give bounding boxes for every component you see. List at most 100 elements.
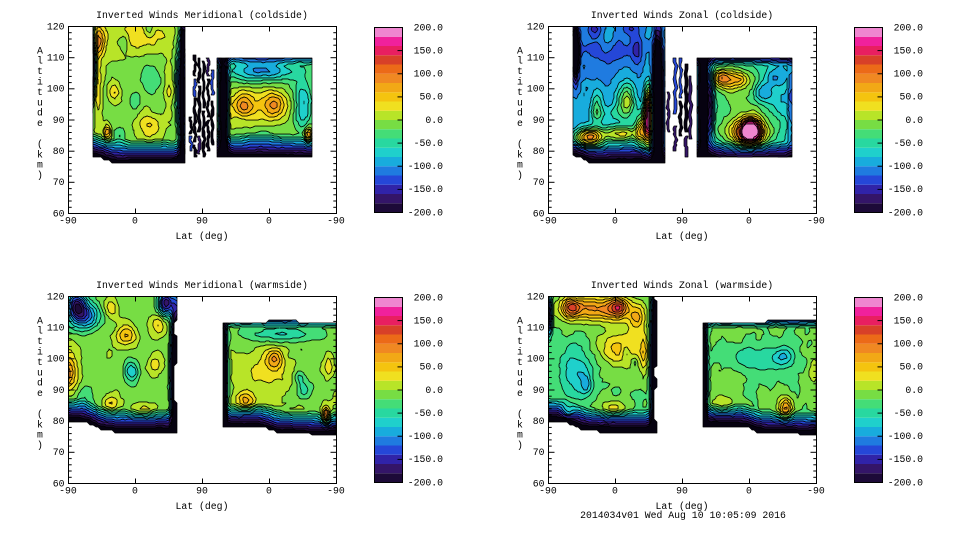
svg-text:Lat (deg): Lat (deg) — [656, 501, 709, 512]
svg-text:(: ( — [517, 139, 523, 150]
svg-text:200.0: 200.0 — [894, 292, 924, 303]
svg-text:t: t — [37, 336, 43, 347]
svg-text:k: k — [517, 419, 523, 430]
svg-text:t: t — [517, 357, 523, 368]
svg-text:200.0: 200.0 — [894, 22, 924, 33]
svg-text:0.0: 0.0 — [905, 385, 923, 396]
svg-text:u: u — [37, 97, 43, 108]
svg-text:100.0: 100.0 — [894, 339, 924, 350]
svg-text:80: 80 — [533, 146, 545, 157]
svg-text:t: t — [517, 66, 523, 77]
svg-text:80: 80 — [533, 416, 545, 427]
svg-text:0: 0 — [612, 216, 618, 227]
svg-text:120: 120 — [47, 21, 65, 32]
svg-text:-90: -90 — [539, 216, 557, 227]
svg-text:90: 90 — [196, 216, 208, 227]
svg-text:90: 90 — [533, 115, 545, 126]
svg-text:90: 90 — [676, 216, 688, 227]
svg-text:Inverted Winds Zonal (coldside: Inverted Winds Zonal (coldside) — [591, 10, 773, 21]
svg-text:-90: -90 — [59, 486, 77, 497]
svg-text:50.0: 50.0 — [419, 362, 443, 373]
svg-text:-100.0: -100.0 — [408, 161, 443, 172]
svg-text:0.0: 0.0 — [905, 115, 923, 126]
svg-text:60: 60 — [53, 208, 65, 219]
svg-text:u: u — [517, 97, 523, 108]
svg-text:70: 70 — [53, 447, 65, 458]
svg-text:120: 120 — [527, 21, 545, 32]
svg-text:100: 100 — [47, 354, 65, 365]
svg-text:150.0: 150.0 — [414, 315, 444, 326]
svg-text:t: t — [37, 357, 43, 368]
svg-text:100: 100 — [527, 84, 545, 95]
svg-text:A: A — [37, 45, 43, 56]
svg-text:m: m — [37, 160, 43, 171]
svg-text:u: u — [517, 367, 523, 378]
svg-text:70: 70 — [53, 177, 65, 188]
svg-text:80: 80 — [53, 146, 65, 157]
svg-text:2014034v01 Wed Aug 10 10:05:09: 2014034v01 Wed Aug 10 10:05:09 2016 — [580, 510, 786, 521]
svg-text:-150.0: -150.0 — [408, 454, 443, 465]
svg-text:e: e — [37, 118, 43, 129]
svg-text:-200.0: -200.0 — [888, 477, 923, 488]
svg-text:-90: -90 — [327, 216, 345, 227]
svg-text:-50.0: -50.0 — [894, 138, 924, 149]
svg-text:60: 60 — [533, 208, 545, 219]
svg-text:u: u — [37, 367, 43, 378]
svg-text:l: l — [37, 326, 43, 337]
svg-text:200.0: 200.0 — [414, 22, 444, 33]
svg-text:e: e — [517, 118, 523, 129]
svg-text:i: i — [517, 77, 523, 88]
svg-text:k: k — [37, 149, 43, 160]
svg-text:90: 90 — [53, 115, 65, 126]
svg-text:m: m — [517, 160, 523, 171]
svg-text:90: 90 — [676, 486, 688, 497]
svg-text:Lat (deg): Lat (deg) — [176, 231, 229, 242]
svg-text:-90: -90 — [807, 216, 825, 227]
svg-text:70: 70 — [533, 177, 545, 188]
svg-text:50.0: 50.0 — [419, 92, 443, 103]
svg-text:-200.0: -200.0 — [888, 207, 923, 218]
svg-text:100.0: 100.0 — [414, 69, 444, 80]
svg-text:t: t — [37, 87, 43, 98]
svg-text:t: t — [517, 336, 523, 347]
svg-text:(: ( — [517, 409, 523, 420]
svg-text:e: e — [37, 388, 43, 399]
svg-text:-200.0: -200.0 — [408, 477, 443, 488]
svg-text:i: i — [517, 347, 523, 358]
svg-text:90: 90 — [533, 385, 545, 396]
svg-text:0: 0 — [266, 486, 272, 497]
svg-text:110: 110 — [47, 323, 65, 334]
svg-text:120: 120 — [47, 291, 65, 302]
svg-text:110: 110 — [527, 323, 545, 334]
svg-text:A: A — [517, 45, 523, 56]
svg-text:Lat (deg): Lat (deg) — [176, 501, 229, 512]
svg-text:Lat (deg): Lat (deg) — [656, 231, 709, 242]
svg-text:0: 0 — [746, 486, 752, 497]
svg-text:150.0: 150.0 — [414, 45, 444, 56]
svg-text:-100.0: -100.0 — [408, 431, 443, 442]
svg-text:0: 0 — [266, 216, 272, 227]
svg-text:m: m — [517, 430, 523, 441]
svg-text:d: d — [37, 108, 43, 119]
svg-text:i: i — [37, 347, 43, 358]
svg-text:Inverted Winds Zonal (warmside: Inverted Winds Zonal (warmside) — [591, 280, 773, 291]
svg-text:50.0: 50.0 — [899, 92, 923, 103]
svg-text:k: k — [37, 419, 43, 430]
svg-text:-100.0: -100.0 — [888, 161, 923, 172]
svg-text:-150.0: -150.0 — [888, 454, 923, 465]
svg-text:A: A — [517, 315, 523, 326]
svg-text:-90: -90 — [327, 486, 345, 497]
svg-text:-100.0: -100.0 — [888, 431, 923, 442]
svg-text:110: 110 — [47, 53, 65, 64]
svg-text:100: 100 — [47, 84, 65, 95]
svg-text:0: 0 — [612, 486, 618, 497]
svg-text:50.0: 50.0 — [899, 362, 923, 373]
svg-text:120: 120 — [527, 291, 545, 302]
svg-text:-90: -90 — [59, 216, 77, 227]
svg-text:100: 100 — [527, 354, 545, 365]
svg-text:m: m — [37, 430, 43, 441]
svg-text:d: d — [37, 378, 43, 389]
svg-text:): ) — [37, 170, 43, 181]
svg-text:60: 60 — [53, 478, 65, 489]
svg-text:110: 110 — [527, 53, 545, 64]
